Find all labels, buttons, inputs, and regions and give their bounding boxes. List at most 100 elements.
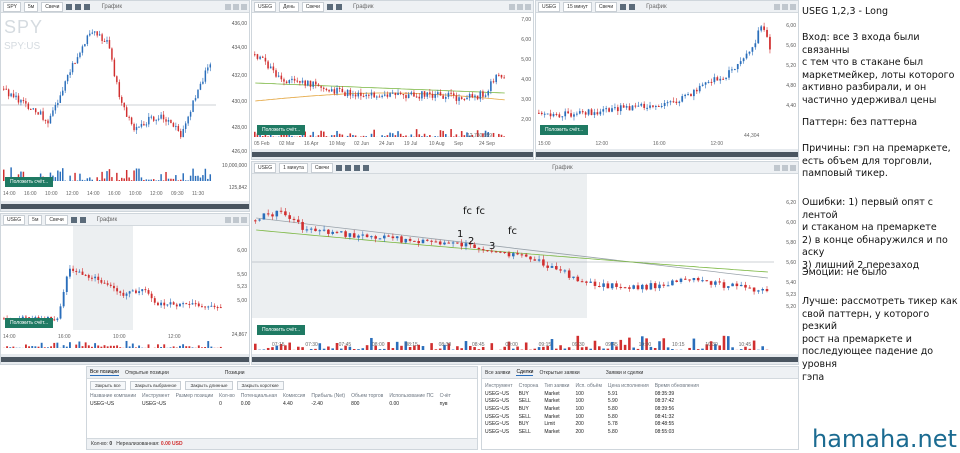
column-header[interactable]: Потенциальная <box>238 392 280 400</box>
volume-bar <box>319 343 322 350</box>
maximize-icon[interactable] <box>233 217 239 223</box>
timeline-scroller[interactable] <box>252 149 533 159</box>
minimize-icon[interactable] <box>774 165 780 171</box>
tool-icon[interactable] <box>327 4 333 10</box>
timeline-scroller[interactable] <box>252 354 798 364</box>
candle-body <box>40 111 41 114</box>
place-order-button[interactable]: Положить счёт... <box>5 318 53 328</box>
spy-toolbar: SPY 5м Свечи График <box>1 1 249 13</box>
volume-bar <box>132 344 134 348</box>
place-order-button[interactable]: Положить счёт... <box>257 325 305 335</box>
tool-icon[interactable] <box>620 4 626 10</box>
style-select[interactable]: Свечи <box>302 2 324 12</box>
close-selected-button[interactable]: Закрыть выбранное <box>130 381 182 390</box>
candle-body <box>254 54 256 55</box>
column-header[interactable]: Использование ПС <box>386 392 436 400</box>
place-order-button[interactable]: Положить счёт... <box>540 125 588 135</box>
column-header[interactable]: Сторона <box>516 382 542 390</box>
close-icon[interactable] <box>790 4 796 10</box>
minimize-icon[interactable] <box>225 217 231 223</box>
style-select[interactable]: Свечи <box>41 2 63 12</box>
timeline-scroller[interactable] <box>1 354 249 364</box>
column-header[interactable]: Комиссия <box>280 392 308 400</box>
style-select[interactable]: Свечи <box>595 2 617 12</box>
minimize-icon[interactable] <box>225 4 231 10</box>
symbol-select[interactable]: SPY <box>3 2 21 12</box>
symbol-select[interactable]: USEG <box>254 163 276 173</box>
tab-open-orders[interactable]: Открытые заявки <box>539 370 579 376</box>
interval-select[interactable]: 15 минут <box>563 2 592 12</box>
maximize-icon[interactable] <box>233 4 239 10</box>
minimize-icon[interactable] <box>509 4 515 10</box>
candle-body <box>299 81 301 83</box>
close-long-button[interactable]: Закрыть длинные <box>185 381 232 390</box>
column-header[interactable]: Время обновления <box>652 382 702 390</box>
tool-icon[interactable] <box>66 4 72 10</box>
tool-icon[interactable] <box>336 165 342 171</box>
interval-select[interactable]: 1 минута <box>279 163 308 173</box>
timeline-scroller[interactable] <box>536 149 798 159</box>
column-header[interactable]: Прибыль (Net) <box>308 392 348 400</box>
volume-bar <box>355 135 357 137</box>
interval-select[interactable]: 5м <box>28 215 42 225</box>
close-icon[interactable] <box>525 4 531 10</box>
candle-body <box>626 106 628 108</box>
maximize-icon[interactable] <box>782 165 788 171</box>
maximize-icon[interactable] <box>517 4 523 10</box>
close-all-button[interactable]: Закрыть все <box>90 381 126 390</box>
column-header[interactable]: Название компании <box>87 392 139 400</box>
column-header[interactable]: Объем торгов <box>348 392 386 400</box>
column-header[interactable]: Инструмент <box>139 392 173 400</box>
candle-body <box>542 259 545 265</box>
symbol-select[interactable]: USEG <box>3 215 25 225</box>
place-order-button[interactable]: Положить счёт... <box>5 177 53 187</box>
column-header[interactable]: Размер позиции <box>173 392 217 400</box>
close-icon[interactable] <box>790 165 796 171</box>
column-header[interactable]: Цена исполнения <box>605 382 652 390</box>
close-icon[interactable] <box>241 4 247 10</box>
tool-icon[interactable] <box>71 217 77 223</box>
column-header[interactable]: Тип заявки <box>541 382 572 390</box>
tool-icon[interactable] <box>354 165 360 171</box>
style-select[interactable]: Свечи <box>311 163 333 173</box>
tab-open-positions[interactable]: Открытые позиции <box>125 370 169 376</box>
column-header[interactable]: Кол-во <box>216 392 238 400</box>
tab-trades[interactable]: Сделки <box>516 369 533 376</box>
column-header[interactable]: Инструмент <box>482 382 516 390</box>
candle-body <box>288 80 290 83</box>
tool-icon[interactable] <box>75 4 81 10</box>
candle-body <box>478 248 481 249</box>
timeline-scroller[interactable] <box>1 201 249 211</box>
column-header[interactable]: Счёт <box>437 392 454 400</box>
tab-all-orders[interactable]: Все заявки <box>485 370 510 376</box>
interval-select[interactable]: 5м <box>24 2 38 12</box>
candle-body <box>667 285 670 286</box>
tab-all-positions[interactable]: Все позиции <box>90 369 119 376</box>
style-select[interactable]: Свечи <box>45 215 67 225</box>
close-icon[interactable] <box>241 217 247 223</box>
tool-icon[interactable] <box>629 4 635 10</box>
minimize-icon[interactable] <box>774 4 780 10</box>
tool-icon[interactable] <box>363 165 369 171</box>
close-short-button[interactable]: Закрыть короткие <box>237 381 284 390</box>
place-order-button[interactable]: Положить счёт... <box>257 125 305 135</box>
maximize-icon[interactable] <box>782 4 788 10</box>
volume-label: 12,730,959 <box>467 133 492 139</box>
symbol-select[interactable]: USEG <box>538 2 560 12</box>
tool-icon[interactable] <box>345 165 351 171</box>
tool-icon[interactable] <box>336 4 342 10</box>
candle-body <box>33 108 34 109</box>
interval-select[interactable]: День <box>279 2 299 12</box>
tool-icon[interactable] <box>84 4 90 10</box>
x-axis-label: 15:00 <box>538 141 551 147</box>
symbol-select[interactable]: USEG <box>254 2 276 12</box>
tool-icon[interactable] <box>80 217 86 223</box>
column-header[interactable]: Исп. объём <box>572 382 604 390</box>
